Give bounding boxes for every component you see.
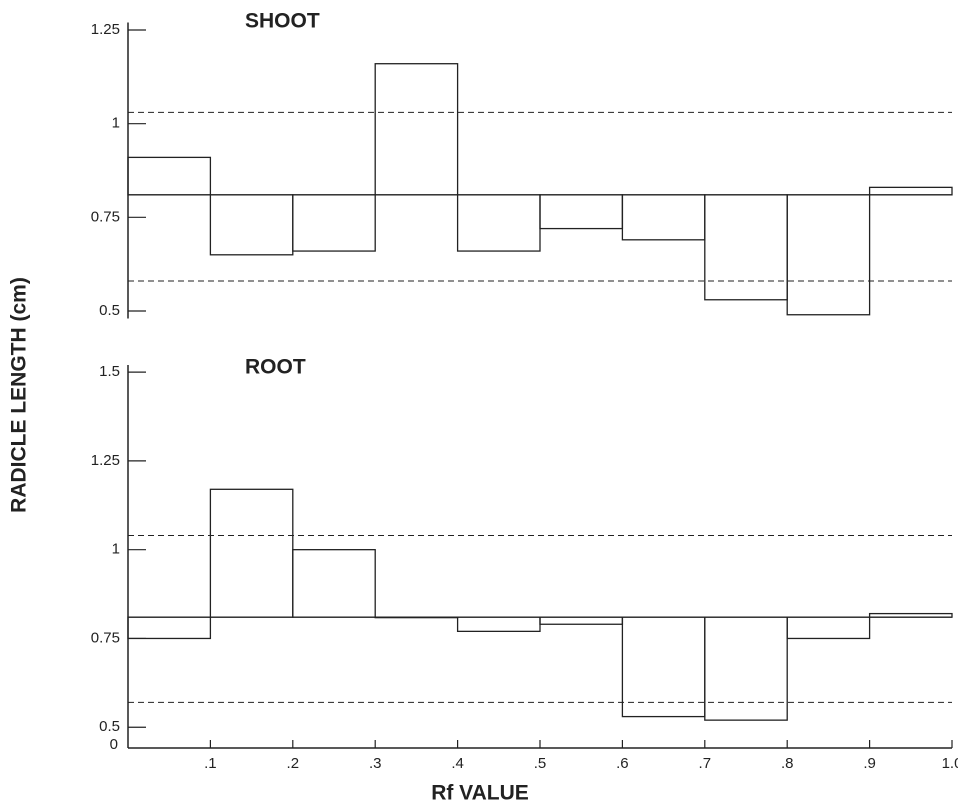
y-tick-label: 0.5 (99, 718, 120, 735)
y-origin-label: 0 (110, 736, 118, 753)
bar (127, 156, 212, 196)
bar (456, 194, 541, 252)
bar (786, 616, 871, 640)
y-tick-label: 1 (112, 115, 120, 132)
bar (539, 194, 624, 230)
bar (704, 616, 788, 721)
bar (868, 612, 953, 618)
x-axis-title: Rf VALUE (431, 782, 529, 805)
panel-title: SHOOT (245, 10, 320, 33)
bar (704, 194, 788, 301)
x-tick-label: .2 (287, 755, 300, 772)
bar (456, 616, 541, 633)
x-tick-label: .5 (534, 755, 547, 772)
x-tick-label: .9 (863, 755, 876, 772)
y-tick-label: 0.75 (91, 629, 120, 646)
x-tick-label: 1.0 (942, 755, 958, 772)
bar (868, 186, 953, 196)
bar (209, 194, 294, 256)
bar (292, 194, 376, 252)
x-tick-label: .7 (699, 755, 712, 772)
y-tick-label: 1.25 (91, 452, 120, 469)
bar (621, 194, 706, 241)
x-tick-label: .4 (451, 755, 464, 772)
y-tick-label: 1.5 (99, 363, 120, 380)
bar (209, 488, 294, 618)
x-tick-label: .3 (369, 755, 382, 772)
bar (786, 194, 871, 316)
bar (374, 616, 459, 619)
x-tick-label: .1 (204, 755, 217, 772)
y-tick-label: 0.75 (91, 208, 120, 225)
bar (292, 549, 376, 618)
bar (127, 616, 212, 640)
bar (374, 63, 459, 196)
y-tick-label: 1.25 (91, 21, 120, 38)
x-tick-label: .6 (616, 755, 629, 772)
y-tick-label: 1 (112, 541, 120, 558)
panel-title: ROOT (245, 356, 306, 379)
x-tick-label: .8 (781, 755, 794, 772)
bar (621, 616, 706, 718)
y-tick-label: 0.5 (99, 302, 120, 319)
y-axis-title: RADICLE LENGTH (cm) (8, 277, 31, 513)
bar (539, 616, 624, 625)
